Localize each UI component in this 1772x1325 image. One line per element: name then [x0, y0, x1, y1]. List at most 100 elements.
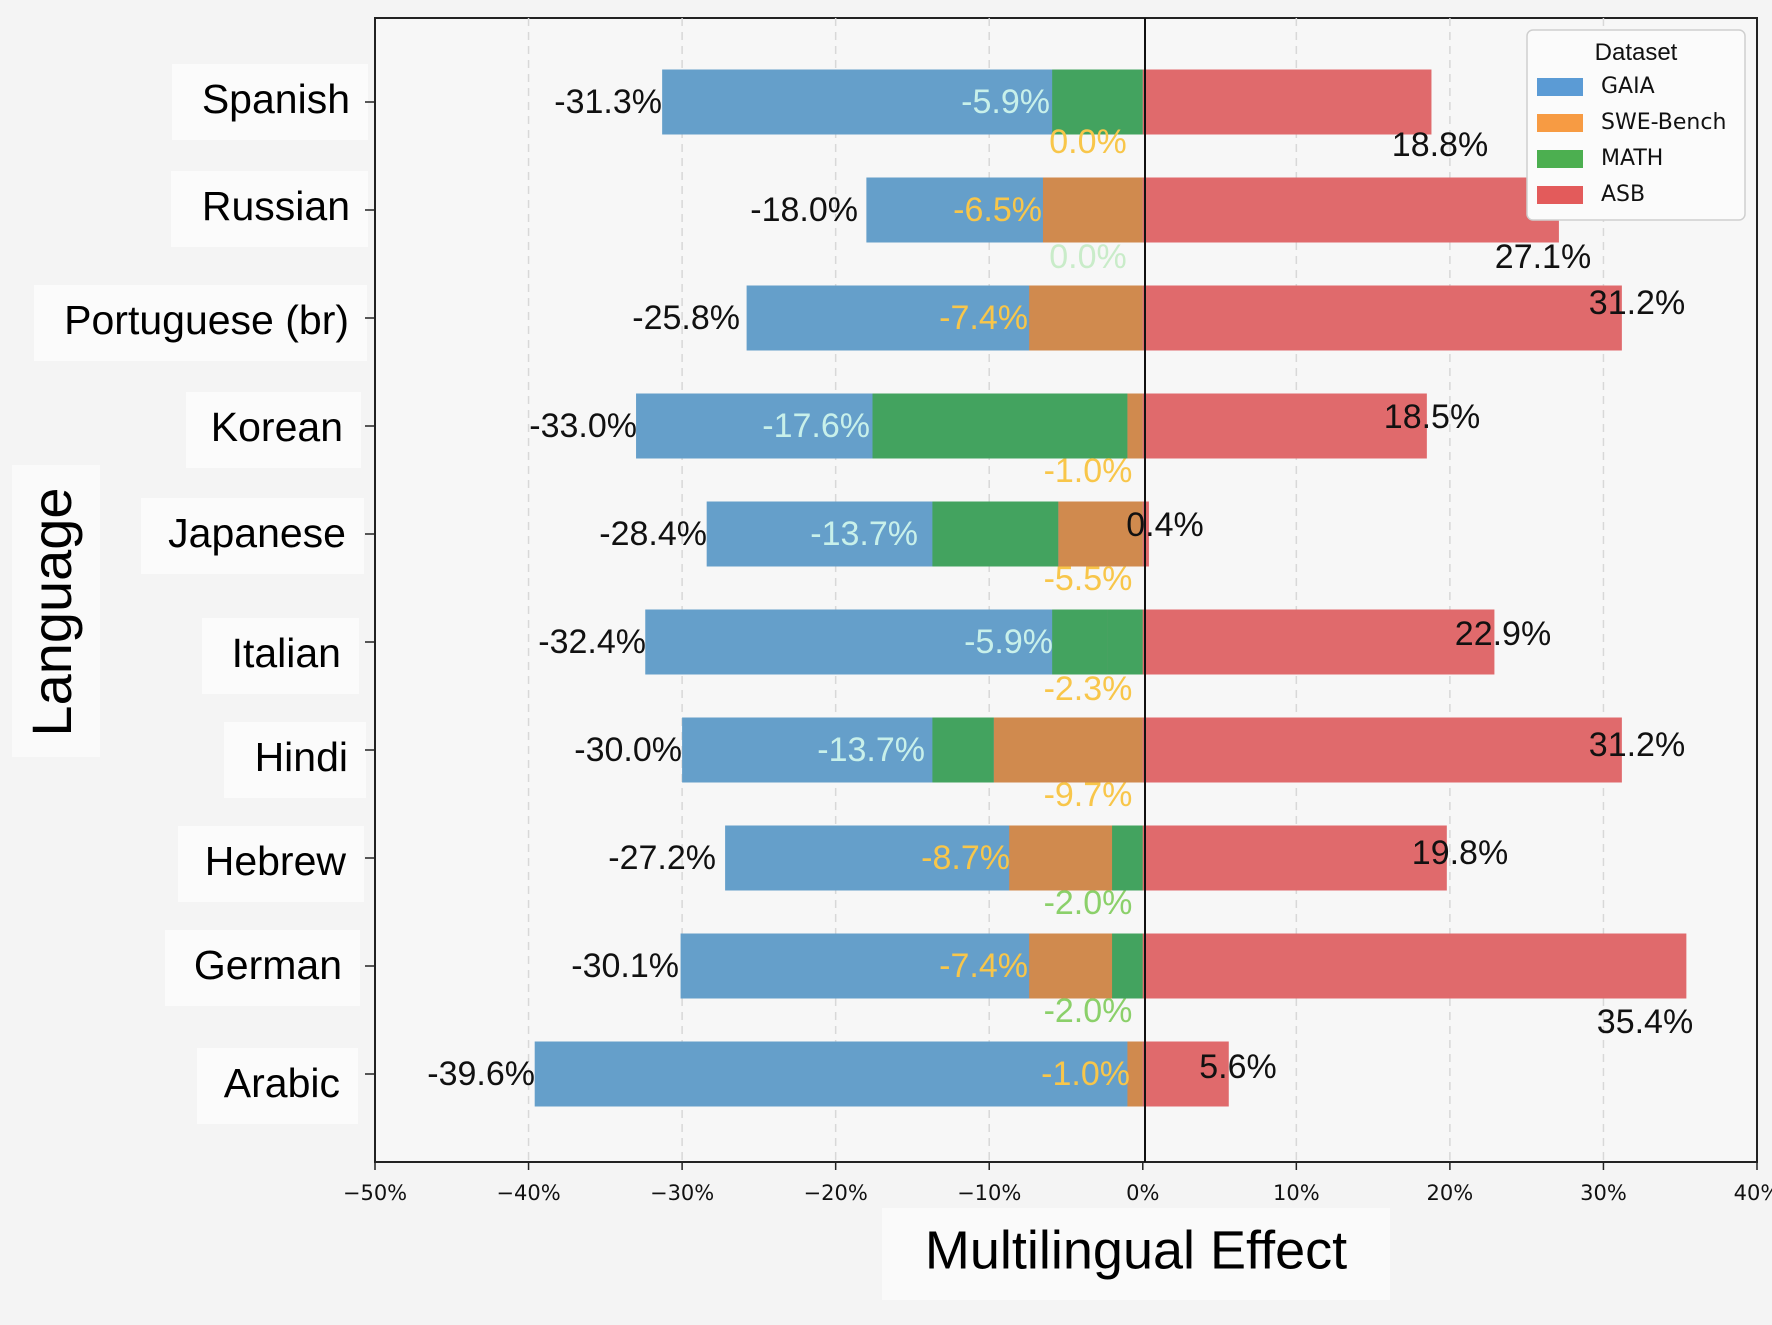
category-label: Hindi — [255, 734, 348, 780]
bar-swe-bench — [1058, 501, 1143, 567]
bar-asb — [1142, 933, 1687, 999]
y-axis-title: Language — [12, 465, 100, 757]
category-bg — [224, 722, 366, 798]
bar-math-small — [1112, 825, 1143, 891]
label-asb: 35.4% — [1597, 1003, 1693, 1041]
category-bg — [141, 498, 364, 574]
label-inner: -6.5% — [953, 191, 1042, 229]
label-below: -2.3% — [1044, 670, 1133, 708]
bar-swe-bench — [1127, 393, 1143, 459]
label-inner: -13.7% — [817, 731, 925, 769]
bar-math — [1052, 609, 1108, 675]
category-label: Arabic — [224, 1060, 340, 1106]
label-gaia: -18.0% — [750, 191, 858, 229]
bar-asb — [1142, 717, 1622, 783]
y-axis-title-bg — [12, 465, 100, 757]
label-inner: -13.7% — [810, 515, 918, 553]
x-axis-ticks: −50% −40% −30% −20% −10% 0% 10% 20% 30% 40% — [343, 1162, 1772, 1205]
bars — [534, 69, 1687, 1107]
legend-label: MATH — [1601, 146, 1663, 171]
x-tick-label: 10% — [1273, 1181, 1320, 1205]
x-tick-label: 30% — [1580, 1181, 1627, 1205]
bar-math — [932, 501, 1059, 567]
label-asb: 31.2% — [1589, 726, 1685, 764]
category-bg — [171, 171, 368, 247]
label-below: 0.0% — [1049, 238, 1127, 276]
category-bg — [172, 64, 368, 140]
legend-label: GAIA — [1601, 74, 1655, 99]
category-label: Spanish — [202, 76, 350, 122]
x-tick-label: −30% — [650, 1181, 714, 1205]
label-inner: -5.9% — [964, 623, 1053, 661]
label-gaia: -25.8% — [632, 299, 740, 337]
bar-math-small — [1112, 933, 1143, 999]
bar-swe-bench — [1042, 177, 1143, 243]
label-asb: 18.5% — [1384, 398, 1480, 436]
label-gaia: -31.3% — [554, 83, 662, 121]
data-labels: -31.3% -5.9%0.0% 18.8%-18.0% -6.5%0.0% 27.1%… — [427, 83, 1693, 1093]
label-below: 0.0% — [1049, 123, 1127, 161]
category-label: Portuguese (br) — [64, 297, 349, 343]
label-inner: -7.4% — [939, 947, 1028, 985]
label-gaia: -28.4% — [599, 515, 707, 553]
label-asb: 0.4% — [1126, 506, 1204, 544]
label-asb: 31.2% — [1589, 284, 1685, 322]
bar-asb — [1142, 609, 1495, 675]
legend-swatch — [1537, 114, 1583, 132]
label-asb: 19.8% — [1412, 834, 1508, 872]
x-axis-title: Multilingual Effect — [882, 1208, 1390, 1300]
bar-asb — [1142, 1041, 1229, 1107]
bar-asb — [1142, 393, 1427, 459]
legend: Dataset GAIA SWE-Bench MATH ASB — [1526, 29, 1746, 221]
legend-swatch — [1537, 78, 1583, 96]
legend-title: Dataset — [1595, 39, 1678, 66]
bar-math-small — [1107, 609, 1143, 675]
x-tick-label: −40% — [496, 1181, 560, 1205]
category-bg — [202, 618, 359, 694]
x-tick-label: −50% — [343, 1181, 407, 1205]
label-asb: 22.9% — [1455, 615, 1551, 653]
label-gaia: -30.0% — [574, 731, 682, 769]
bar-asb — [1142, 285, 1622, 351]
category-label: Russian — [202, 183, 350, 229]
category-label: Korean — [211, 404, 343, 450]
bar-math — [932, 717, 994, 783]
label-inner: -7.4% — [939, 299, 1028, 337]
bar-swe-bench — [993, 717, 1143, 783]
legend-swatch — [1537, 186, 1583, 204]
label-below: -1.0% — [1044, 452, 1133, 490]
y-axis-title-text: Language — [20, 487, 83, 736]
bar-math — [872, 393, 1128, 459]
category-label: Italian — [232, 630, 341, 676]
legend-label: ASB — [1601, 182, 1645, 207]
bar-math — [1052, 69, 1143, 135]
x-tick-label: 40% — [1734, 1181, 1772, 1205]
category-bg — [34, 285, 367, 361]
label-inner: -1.0% — [1041, 1055, 1130, 1093]
label-asb: 5.6% — [1199, 1048, 1277, 1086]
legend-box — [1526, 29, 1746, 221]
label-below: -2.0% — [1044, 992, 1133, 1030]
label-inner: -5.9% — [961, 83, 1050, 121]
category-bg — [186, 392, 361, 468]
x-tick-label: −10% — [957, 1181, 1021, 1205]
label-asb: 27.1% — [1495, 238, 1591, 276]
x-axis-title-bg — [882, 1208, 1390, 1300]
category-bg — [197, 1048, 358, 1124]
y-axis-categories: Spanish Russian Portuguese (br) Korean Japan… — [34, 64, 375, 1124]
label-below: -9.7% — [1044, 776, 1133, 814]
x-tick-label: 20% — [1427, 1181, 1474, 1205]
label-gaia: -33.0% — [529, 407, 637, 445]
label-asb: 18.8% — [1392, 126, 1488, 164]
bar-asb — [1142, 825, 1447, 891]
bar-gaia — [534, 1041, 1143, 1107]
category-label: German — [194, 942, 342, 988]
category-label: Hebrew — [205, 838, 347, 884]
legend-swatch — [1537, 150, 1583, 168]
bar-swe-bench — [1127, 1041, 1143, 1107]
label-inner: -17.6% — [762, 407, 870, 445]
x-axis-title-text: Multilingual Effect — [925, 1220, 1347, 1280]
label-gaia: -27.2% — [608, 839, 716, 877]
legend-label: SWE-Bench — [1601, 110, 1726, 135]
